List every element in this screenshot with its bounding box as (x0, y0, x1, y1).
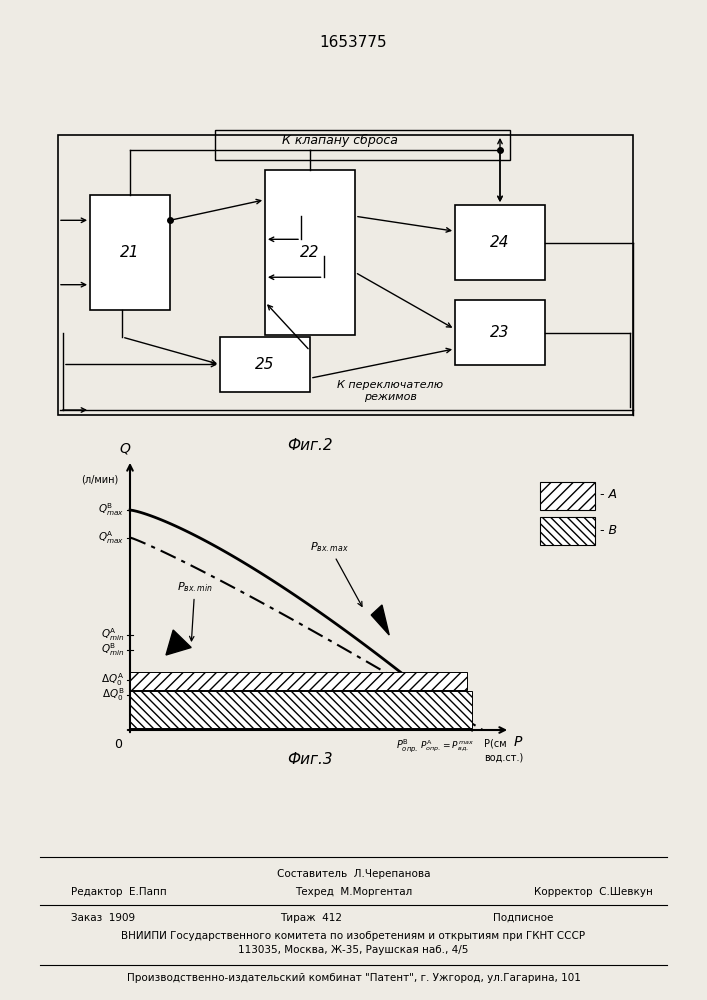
Text: ВНИИПИ Государственного комитета по изобретениям и открытиям при ГКНТ СССР: ВНИИПИ Государственного комитета по изоб… (122, 931, 585, 941)
Text: Составитель  Л.Черепанова: Составитель Л.Черепанова (276, 869, 431, 879)
Text: $P_{вх.max}$: $P_{вх.max}$ (310, 540, 362, 606)
Bar (455, 300, 545, 365)
Text: 25: 25 (255, 357, 275, 372)
Text: $Q^{\rm B}_{max}$: $Q^{\rm B}_{max}$ (98, 502, 124, 518)
Text: 24: 24 (490, 235, 510, 250)
Text: Фиг.3: Фиг.3 (287, 752, 333, 767)
Text: Редактор  Е.Папп: Редактор Е.Папп (71, 887, 166, 897)
Text: 22: 22 (300, 245, 320, 260)
Text: Фиг.2: Фиг.2 (287, 438, 333, 453)
Text: Корректор  С.Шевкун: Корректор С.Шевкун (534, 887, 653, 897)
Text: $P^{\rm A}_{oпр.}{=}P^{max}_{вд.}$: $P^{\rm A}_{oпр.}{=}P^{max}_{вд.}$ (420, 738, 474, 754)
Text: Производственно-издательский комбинат "Патент", г. Ужгород, ул.Гагарина, 101: Производственно-издательский комбинат "П… (127, 973, 580, 983)
Text: 0: 0 (114, 738, 122, 751)
Text: $P_{вх.min}$: $P_{вх.min}$ (177, 580, 213, 641)
Text: Заказ  1909: Заказ 1909 (71, 913, 135, 923)
Text: 1653775: 1653775 (319, 35, 387, 50)
Text: $Q^{\rm A}_{max}$: $Q^{\rm A}_{max}$ (98, 529, 124, 546)
Bar (540, 482, 595, 510)
Text: P: P (514, 735, 522, 749)
Text: К переключателю
режимов: К переключателю режимов (337, 380, 443, 402)
Bar (215, 130, 510, 160)
Polygon shape (130, 672, 467, 690)
Polygon shape (371, 605, 389, 635)
Text: Подписное: Подписное (493, 913, 554, 923)
Text: Q: Q (119, 441, 130, 455)
Bar (455, 205, 545, 280)
Text: $\Delta Q^{\rm A}_0$: $\Delta Q^{\rm A}_0$ (101, 672, 124, 688)
Text: 113035, Москва, Ж-35, Раушская наб., 4/5: 113035, Москва, Ж-35, Раушская наб., 4/5 (238, 945, 469, 955)
Bar (58, 135, 633, 415)
Text: $\Delta Q^{\rm B}_0$: $\Delta Q^{\rm B}_0$ (102, 687, 124, 703)
Bar (540, 517, 595, 545)
Text: вод.ст.): вод.ст.) (484, 752, 523, 762)
Bar (90, 195, 170, 310)
Text: P(см: P(см (484, 738, 507, 748)
Text: 21: 21 (120, 245, 140, 260)
Bar (220, 337, 310, 392)
Text: $Q^{\rm B}_{min}$: $Q^{\rm B}_{min}$ (100, 642, 124, 658)
Bar (265, 170, 355, 335)
Text: $P^{\rm B}_{oпр.}$: $P^{\rm B}_{oпр.}$ (396, 738, 419, 755)
Text: Техред  М.Моргентал: Техред М.Моргентал (295, 887, 412, 897)
Text: 23: 23 (490, 325, 510, 340)
Text: - A: - A (600, 488, 617, 502)
Polygon shape (130, 691, 472, 728)
Text: (л/мин): (л/мин) (81, 475, 119, 485)
Polygon shape (166, 630, 191, 655)
Text: - B: - B (600, 524, 617, 536)
Text: $Q^{\rm A}_{min}$: $Q^{\rm A}_{min}$ (100, 627, 124, 643)
Text: Тираж  412: Тираж 412 (280, 913, 342, 923)
Text: К клапану сброса: К клапану сброса (282, 133, 398, 147)
